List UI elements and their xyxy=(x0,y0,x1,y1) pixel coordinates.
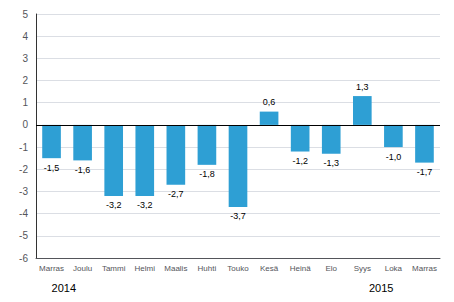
svg-text:-4: -4 xyxy=(19,208,28,219)
svg-text:Marras: Marras xyxy=(39,264,64,273)
svg-text:-1,2: -1,2 xyxy=(292,156,308,166)
svg-text:Joulu: Joulu xyxy=(73,264,92,273)
svg-text:Loka: Loka xyxy=(385,264,403,273)
svg-text:Heinä: Heinä xyxy=(290,264,311,273)
svg-text:2: 2 xyxy=(22,75,28,86)
svg-text:-1,8: -1,8 xyxy=(199,169,215,179)
svg-text:4: 4 xyxy=(22,31,28,42)
svg-text:Touko: Touko xyxy=(227,264,249,273)
svg-text:5: 5 xyxy=(22,9,28,20)
svg-text:-2,7: -2,7 xyxy=(168,189,184,199)
svg-text:-3,7: -3,7 xyxy=(230,211,246,221)
svg-text:-3,2: -3,2 xyxy=(106,200,122,210)
svg-text:Marras: Marras xyxy=(412,264,437,273)
svg-text:-1,7: -1,7 xyxy=(417,167,433,177)
svg-text:0: 0 xyxy=(22,119,28,130)
svg-text:Maalis: Maalis xyxy=(164,264,187,273)
svg-text:Kesä: Kesä xyxy=(260,264,279,273)
svg-text:-1: -1 xyxy=(19,142,28,153)
svg-text:-1,5: -1,5 xyxy=(44,163,60,173)
svg-text:Syys: Syys xyxy=(354,264,371,273)
svg-text:3: 3 xyxy=(22,53,28,64)
svg-text:-1,0: -1,0 xyxy=(386,152,402,162)
svg-text:-5: -5 xyxy=(19,230,28,241)
svg-text:Helmi: Helmi xyxy=(135,264,156,273)
svg-text:-1,6: -1,6 xyxy=(75,165,91,175)
svg-text:Huhti: Huhti xyxy=(198,264,217,273)
svg-text:-2: -2 xyxy=(19,164,28,175)
svg-text:2014: 2014 xyxy=(52,282,76,294)
svg-text:Elo: Elo xyxy=(325,264,337,273)
svg-text:-3,2: -3,2 xyxy=(137,200,153,210)
svg-text:1: 1 xyxy=(22,97,28,108)
svg-text:-6: -6 xyxy=(19,253,28,264)
svg-text:-3: -3 xyxy=(19,186,28,197)
svg-text:0,6: 0,6 xyxy=(263,97,276,107)
svg-text:Tammi: Tammi xyxy=(102,264,126,273)
svg-text:2015: 2015 xyxy=(369,282,393,294)
svg-text:-1,3: -1,3 xyxy=(323,158,339,168)
svg-text:1,3: 1,3 xyxy=(356,82,369,92)
